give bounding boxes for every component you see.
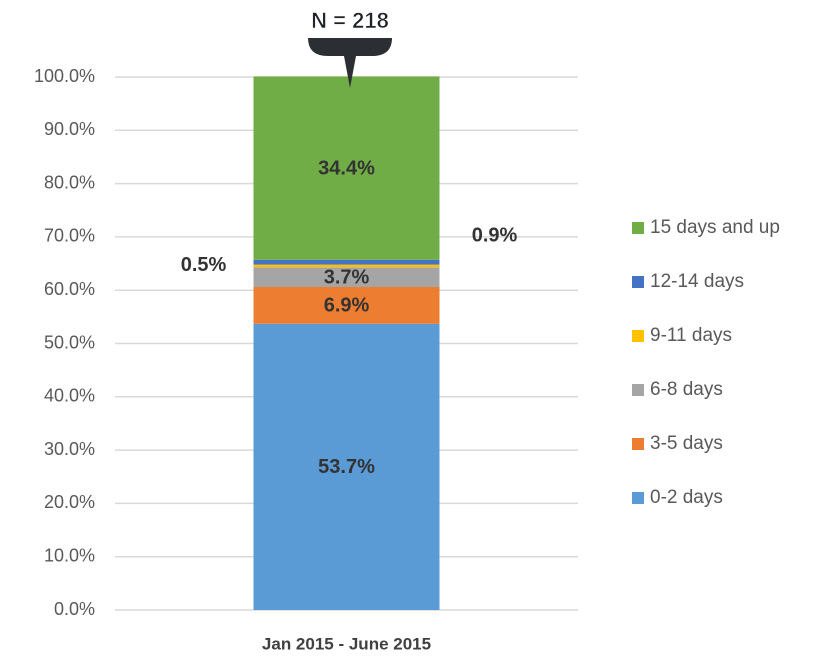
legend-swatch bbox=[632, 438, 644, 450]
y-tick-label: 70.0% bbox=[44, 226, 95, 246]
legend-label: 3-5 days bbox=[650, 433, 723, 454]
value-label: 53.7% bbox=[318, 456, 375, 478]
legend-label: 9-11 days bbox=[650, 325, 732, 346]
y-tick-label: 80.0% bbox=[44, 172, 95, 192]
bar-segment bbox=[253, 267, 440, 288]
legend-label: 6-8 days bbox=[650, 379, 723, 400]
bar-segment bbox=[253, 287, 440, 324]
n-callout bbox=[308, 38, 392, 88]
legend-label: 12-14 days bbox=[650, 271, 744, 292]
value-label: 34.4% bbox=[318, 157, 375, 179]
y-tick-label: 60.0% bbox=[44, 279, 95, 299]
legend-label: 15 days and up bbox=[650, 217, 780, 238]
legend-swatch bbox=[632, 384, 644, 396]
bar-layer bbox=[253, 76, 440, 610]
y-tick-label: 20.0% bbox=[44, 492, 95, 512]
y-tick-label: 40.0% bbox=[44, 386, 95, 406]
y-tick-label: 90.0% bbox=[44, 119, 95, 139]
bar-segment bbox=[253, 264, 440, 268]
legend-swatch bbox=[632, 276, 644, 288]
legend-swatch bbox=[632, 492, 644, 504]
y-tick-label: 30.0% bbox=[44, 439, 95, 459]
x-tick-label: Jan 2015 - June 2015 bbox=[262, 634, 431, 653]
legend-swatch bbox=[632, 222, 644, 234]
bar-segment bbox=[253, 76, 440, 260]
legend-label: 0-2 days bbox=[650, 487, 723, 508]
y-tick-label: 100.0% bbox=[34, 66, 95, 86]
legend-swatch bbox=[632, 330, 644, 342]
n-annotation: N = 218 bbox=[311, 8, 389, 33]
value-label: 0.5% bbox=[181, 254, 227, 276]
bar-segment bbox=[253, 259, 440, 265]
y-tick-label: 10.0% bbox=[44, 545, 95, 565]
bar-segment bbox=[253, 323, 440, 610]
value-label: 0.9% bbox=[472, 224, 518, 246]
y-tick-label: 50.0% bbox=[44, 332, 95, 352]
value-label: 3.7% bbox=[324, 266, 370, 288]
value-label: 6.9% bbox=[324, 295, 370, 317]
y-tick-label: 0.0% bbox=[54, 599, 95, 619]
